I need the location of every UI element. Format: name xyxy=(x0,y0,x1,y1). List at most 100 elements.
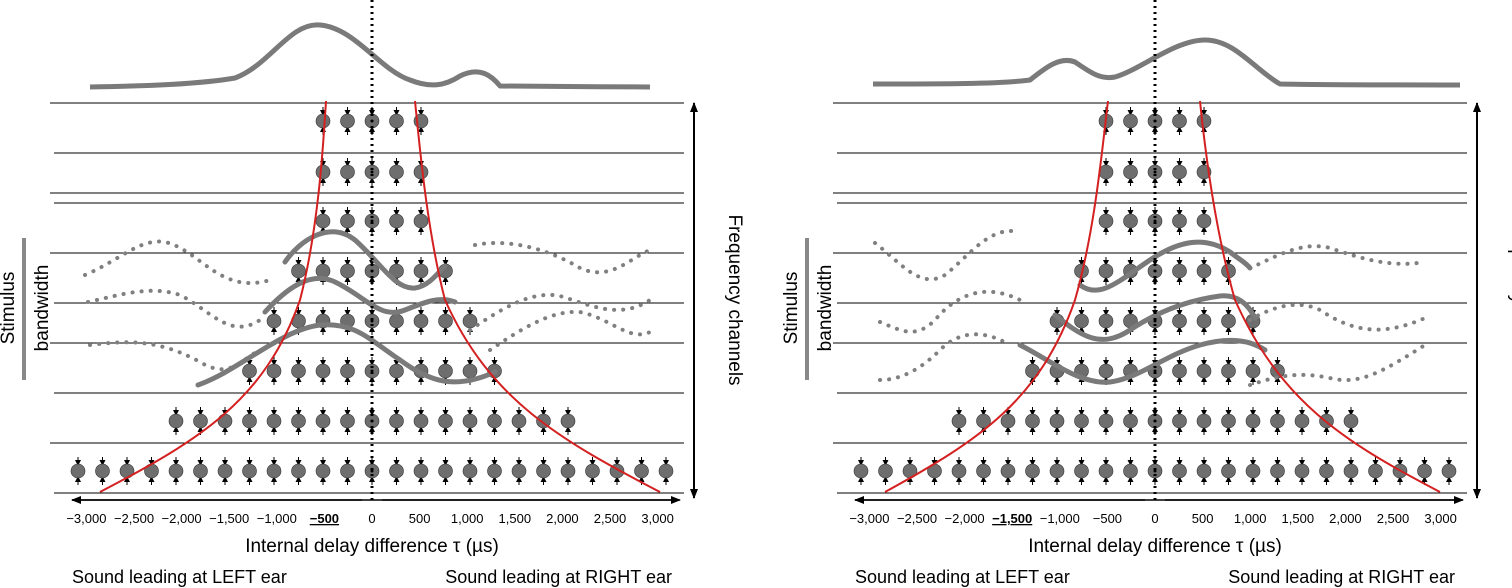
node-circle xyxy=(315,363,331,379)
node-circle xyxy=(951,413,967,429)
node-circle xyxy=(266,413,282,429)
node-circle xyxy=(217,413,233,429)
node-circle xyxy=(1025,413,1040,429)
dotted-function xyxy=(873,228,1022,282)
coincidence-node xyxy=(1098,207,1114,235)
tick-label: 1,500 xyxy=(1282,511,1315,526)
node-circle xyxy=(1270,463,1285,479)
node-circle xyxy=(340,164,355,180)
coincidence-node xyxy=(315,357,331,385)
node-circle xyxy=(1196,313,1212,329)
node-center-dot xyxy=(1153,469,1157,473)
coincidence-node xyxy=(1000,407,1016,435)
within-range-function xyxy=(1052,293,1258,342)
bandwidth-bar xyxy=(22,238,26,380)
coincidence-node xyxy=(976,457,991,485)
red-boundary-left xyxy=(884,100,1109,493)
envelope-curve xyxy=(872,37,1461,88)
tick-label: −1,500 xyxy=(992,511,1032,526)
node-circle xyxy=(1123,164,1138,180)
node-circle xyxy=(413,413,429,429)
node-circle xyxy=(1025,463,1040,479)
node-circle xyxy=(1098,413,1114,429)
node-circle xyxy=(340,463,355,479)
node-circle xyxy=(389,113,404,129)
node-circle xyxy=(1221,313,1236,329)
node-circle xyxy=(1196,413,1212,429)
coincidence-node xyxy=(217,407,233,435)
node-center-dot xyxy=(370,319,374,323)
coincidence-node xyxy=(1074,457,1089,485)
coincidence-node xyxy=(1196,357,1212,385)
dotted-function xyxy=(468,292,652,332)
node-circle xyxy=(438,313,453,329)
coincidence-node xyxy=(389,257,404,285)
node-circle xyxy=(462,363,478,379)
node-circle xyxy=(1196,463,1212,479)
node-circle xyxy=(168,413,184,429)
node-circle xyxy=(1172,213,1187,229)
node-circle xyxy=(315,113,331,129)
coincidence-node xyxy=(1172,407,1187,435)
coincidence-node xyxy=(1172,357,1187,385)
coincidence-node xyxy=(1294,407,1310,435)
coincidence-node xyxy=(1245,407,1261,435)
coincidence-node xyxy=(536,407,551,435)
coincidence-node xyxy=(389,107,404,135)
node-circle xyxy=(560,413,576,429)
coincidence-node xyxy=(1172,457,1187,485)
tick-label: 0 xyxy=(1151,511,1158,526)
tick-label: 1,500 xyxy=(499,511,532,526)
coincidence-node xyxy=(389,158,404,186)
node-circle xyxy=(315,463,331,479)
right-ear-label: Sound leading at RIGHT ear xyxy=(445,567,672,587)
coincidence-node xyxy=(1025,407,1040,435)
coincidence-node xyxy=(487,457,502,485)
node-circle xyxy=(462,463,478,479)
red-boundary-right xyxy=(1199,100,1441,493)
tick-label: 3,000 xyxy=(641,511,674,526)
node-center-dot xyxy=(1153,170,1157,174)
node-circle xyxy=(242,363,257,379)
coincidence-node xyxy=(1221,307,1236,335)
coincidence-node xyxy=(315,407,331,435)
node-circle xyxy=(1049,413,1065,429)
bandwidth-label: bandwidth xyxy=(815,265,836,352)
node-circle xyxy=(389,463,404,479)
node-circle xyxy=(1294,413,1310,429)
node-center-dot xyxy=(370,170,374,174)
coincidence-node xyxy=(340,357,355,385)
coincidence-node xyxy=(315,107,331,135)
node-circle xyxy=(1123,413,1138,429)
node-circle xyxy=(1000,413,1016,429)
coincidence-node xyxy=(389,357,404,385)
within-range-function xyxy=(1017,338,1268,385)
node-circle xyxy=(1368,463,1383,479)
coincidence-node xyxy=(340,207,355,235)
node-circle xyxy=(413,263,429,279)
coincidence-node xyxy=(266,407,282,435)
node-circle xyxy=(315,164,331,180)
node-circle xyxy=(1221,363,1236,379)
tick-label: −1,000 xyxy=(257,511,297,526)
left-ear-label: Sound leading at LEFT ear xyxy=(72,567,287,587)
coincidence-node xyxy=(1196,257,1212,285)
coincidence-node xyxy=(1025,457,1040,485)
dotted-function xyxy=(488,309,652,352)
coincidence-node xyxy=(1123,207,1138,235)
node-circle xyxy=(536,463,551,479)
coincidence-node xyxy=(413,457,429,485)
node-circle xyxy=(853,463,869,479)
node-circle xyxy=(1172,164,1187,180)
node-circle xyxy=(1074,463,1089,479)
tick-label: −2,000 xyxy=(162,511,202,526)
tick-label: 2,500 xyxy=(1377,511,1410,526)
coincidence-node xyxy=(560,457,576,485)
axis-title: Internal delay difference τ (µs) xyxy=(245,536,499,557)
node-circle xyxy=(438,413,453,429)
dotted-function xyxy=(1248,302,1427,332)
coincidence-node xyxy=(291,407,306,435)
coincidence-node xyxy=(1098,257,1114,285)
coincidence-node xyxy=(1319,457,1334,485)
coincidence-node xyxy=(1221,407,1236,435)
